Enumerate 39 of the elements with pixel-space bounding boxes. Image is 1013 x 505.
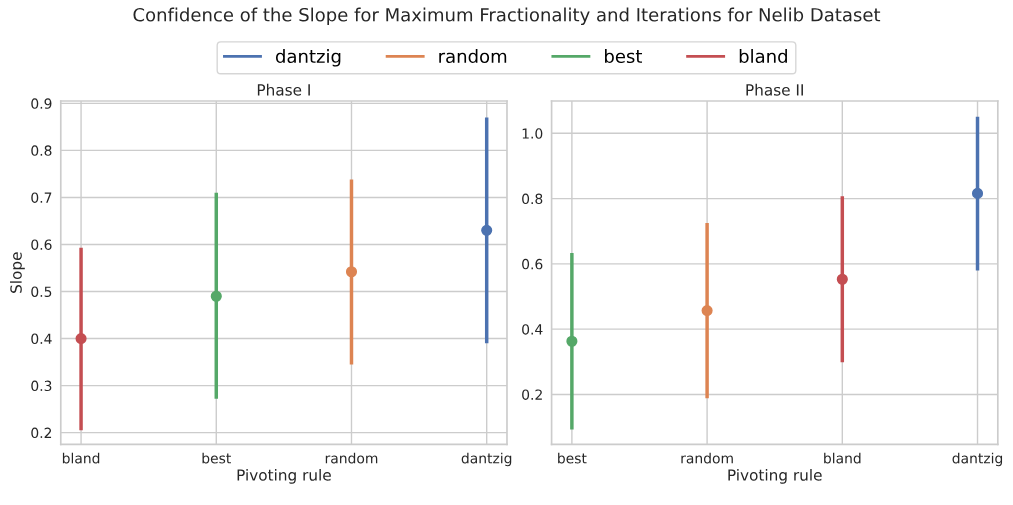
x-tick-label: best: [558, 452, 587, 464]
y-tick-label: 0.6: [31, 239, 52, 250]
x-axis-title: Pivoting rule: [237, 468, 331, 484]
text: Confidence of the Slope for Maximum Fractionality and Iterations for Nelib Dataset: [133, 7, 881, 26]
x-tick-label: dantzig: [461, 452, 512, 467]
legend-label: random: [439, 49, 507, 64]
point: [345, 266, 358, 278]
y-tick-label: 0.8: [522, 193, 543, 205]
x-axis-title: Pivoting rule: [728, 468, 822, 484]
point: [481, 224, 493, 236]
point: [701, 305, 713, 317]
legend-label: best: [605, 49, 643, 64]
y-tick-label: 0.8: [31, 145, 52, 156]
y-tick-label: 0.4: [522, 324, 543, 335]
legend-label: bland: [739, 49, 787, 64]
y-tick-label: 1.0: [522, 128, 543, 139]
y-tick-label: 0.5: [31, 286, 52, 297]
point: [566, 335, 578, 347]
x-tick-label: bland: [62, 452, 100, 464]
chart-title: Phase I: [257, 83, 310, 96]
x-tick-label: best: [202, 452, 231, 464]
y-tick-label: 0.3: [31, 380, 52, 392]
y-tick-label: 0.7: [31, 192, 52, 203]
legend-label: dantzig: [275, 49, 341, 67]
x-tick-label: dantzig: [952, 452, 1003, 467]
chart-title: Phase II: [746, 83, 803, 96]
point: [971, 187, 984, 199]
y-tick-label: 0.2: [31, 427, 52, 439]
point: [836, 273, 848, 285]
x-tick-label: random: [325, 452, 378, 464]
y-tick-label: 0.4: [31, 333, 52, 345]
y-tick-label: 0.2: [522, 389, 542, 400]
x-tick-label: random: [681, 452, 733, 464]
point: [75, 333, 87, 345]
point: [210, 290, 222, 302]
y-tick-label: 0.6: [522, 258, 543, 270]
y-tick-label: 0.9: [31, 98, 52, 109]
x-tick-label: bland: [824, 452, 861, 464]
y-axis-title: Slope: [10, 252, 25, 293]
